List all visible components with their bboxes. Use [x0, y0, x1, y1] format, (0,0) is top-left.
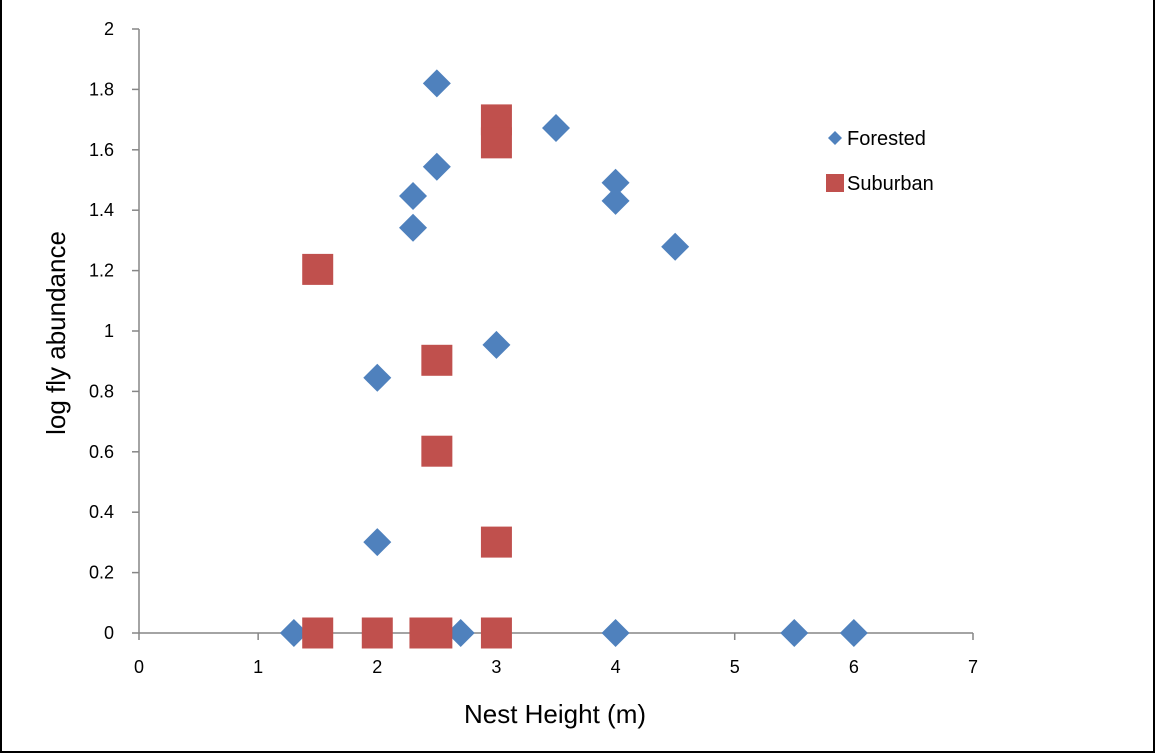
forested-point [279, 619, 308, 647]
x-tick-label: 6 [849, 657, 859, 677]
legend-suburban-marker [826, 174, 844, 192]
forested-point [780, 619, 809, 647]
forested-point [601, 186, 630, 215]
y-tick-label: 1.4 [89, 200, 114, 220]
legend: Forested Suburban [826, 128, 934, 195]
data-points [279, 69, 868, 649]
suburban-point [421, 617, 453, 649]
forested-point [601, 168, 630, 197]
y-axis-ticks: 0 0.2 0.4 0.6 0.8 1 1.2 1.4 1.6 1.8 2 [89, 19, 139, 643]
forested-point [399, 213, 428, 242]
legend-forested-label: Forested [847, 128, 926, 150]
forested-point [482, 330, 511, 359]
forested-point [542, 114, 570, 143]
forested-point [661, 232, 690, 261]
legend-suburban-label: Suburban [847, 173, 934, 195]
forested-point [839, 619, 868, 647]
y-tick-label: 0.6 [89, 442, 114, 462]
suburban-point [421, 435, 453, 467]
suburban-point [480, 127, 512, 159]
suburban-point [421, 344, 453, 376]
forested-point [446, 619, 475, 647]
y-tick-label: 0.8 [89, 381, 114, 401]
suburban-point [302, 617, 334, 649]
legend-forested-marker [828, 131, 842, 145]
x-tick-label: 0 [134, 657, 144, 677]
y-tick-label: 0.4 [89, 502, 114, 522]
x-axis-title: Nest Height (m) [464, 699, 646, 729]
forested-point [399, 182, 428, 211]
y-axis-title: log fly abundance [41, 231, 71, 435]
x-tick-label: 3 [491, 657, 501, 677]
y-tick-label: 1.6 [89, 140, 114, 160]
forested-point [601, 619, 630, 647]
y-tick-label: 0.2 [89, 563, 114, 583]
y-tick-label: 2 [104, 19, 114, 39]
forested-point [422, 69, 451, 98]
x-tick-label: 2 [372, 657, 382, 677]
y-tick-label: 1.2 [89, 261, 114, 281]
forested-point [363, 528, 392, 557]
x-tick-label: 4 [611, 657, 621, 677]
y-tick-label: 1.8 [89, 79, 114, 99]
suburban-point [480, 526, 512, 558]
suburban-point [480, 617, 512, 649]
forested-point [363, 363, 392, 392]
y-tick-label: 1 [104, 321, 114, 341]
x-tick-label: 5 [730, 657, 740, 677]
x-axis-ticks: 0 1 2 3 4 5 6 7 [134, 633, 978, 677]
y-tick-label: 0 [104, 623, 114, 643]
x-tick-label: 1 [253, 657, 263, 677]
forested-point [422, 152, 451, 181]
x-tick-label: 7 [968, 657, 978, 677]
suburban-point [361, 617, 393, 649]
suburban-point [302, 253, 334, 285]
